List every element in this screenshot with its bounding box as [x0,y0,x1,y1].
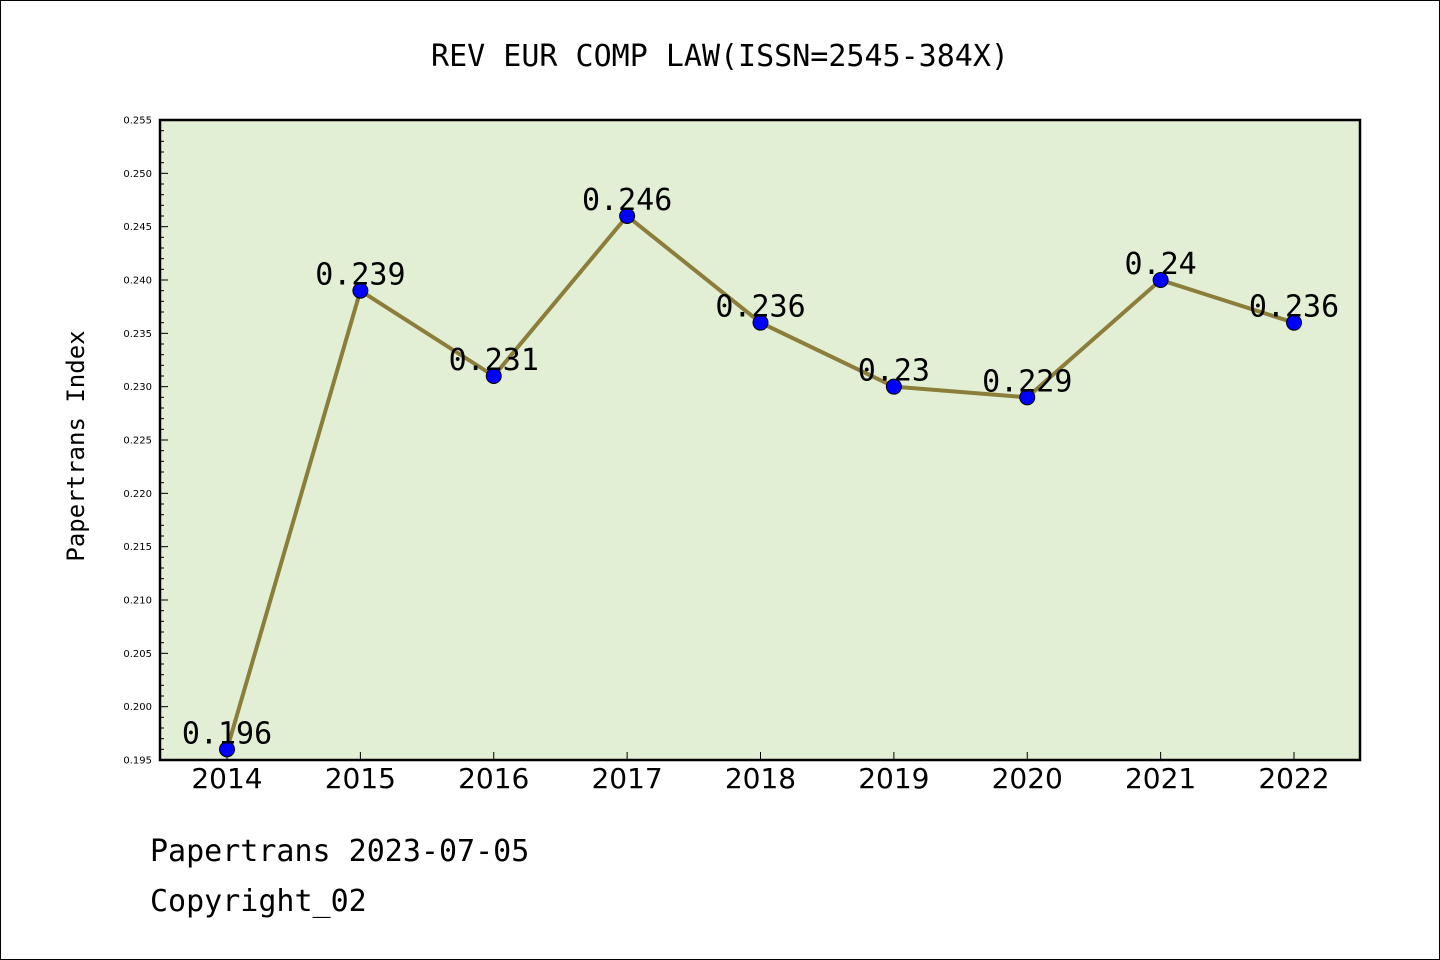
data-point-2021 [1152,272,1169,288]
x-tick-label-2014: 2014 [191,762,262,795]
x-tick-label-2017: 2017 [591,762,662,795]
x-tick-label-2019: 2019 [858,762,929,795]
y-tick-label: 0.230 [123,382,152,393]
data-label-2020: 0.229 [982,364,1072,399]
x-tick-label-2015: 2015 [325,762,396,795]
footer-date-line: Papertrans 2023-07-05 [150,834,530,869]
x-tick-label-2021: 2021 [1125,762,1196,795]
data-label-2015: 0.239 [315,258,405,293]
y-tick-label: 0.240 [123,276,152,287]
data-label-2017: 0.246 [582,183,672,218]
y-tick-label: 0.205 [123,649,152,660]
x-tick-label-2018: 2018 [725,762,796,795]
footer-copyright: Copyright_02 [150,884,367,919]
x-tick-label-2022: 2022 [1258,762,1329,795]
x-tick-label-2016: 2016 [458,762,529,795]
y-tick-label: 0.200 [123,702,152,713]
data-point-2014 [219,741,235,758]
data-label-2016: 0.231 [449,343,539,378]
data-label-2014: 0.196 [182,716,272,751]
data-label-2022: 0.236 [1249,290,1339,325]
series-papertrans-index [219,208,1302,758]
y-tick-label: 0.255 [123,116,152,127]
y-tick-label: 0.235 [123,329,152,340]
x-tick-label-2020: 2020 [992,762,1063,795]
plot-area [160,120,1360,760]
data-label-2019: 0.23 [858,354,930,389]
data-label-2021: 0.24 [1125,247,1197,282]
y-axis-label: Papertrans Index [62,330,90,561]
data-point-2020 [1019,389,1036,406]
y-tick-label: 0.250 [123,169,152,180]
data-point-2015 [352,282,369,299]
data-point-2018 [752,314,769,331]
data-point-2016 [485,368,502,384]
y-tick-label: 0.220 [123,489,152,500]
y-tick-label: 0.195 [123,756,152,767]
y-tick-label: 0.210 [123,596,152,607]
y-tick-label: 0.215 [123,542,152,553]
y-tick-label: 0.245 [123,222,152,233]
data-labels: 0.196 0.239 0.231 0.246 0.236 0.23 0.229 0.24 0.… [182,183,1339,751]
data-point-2022 [1286,314,1302,331]
data-label-2018: 0.236 [715,290,805,325]
data-point-2017 [619,208,636,224]
data-point-2019 [885,378,902,395]
y-tick-label: 0.225 [123,436,152,447]
chart-title: REV EUR COMP LAW(ISSN=2545-384X) [431,39,1009,74]
plot-border [158,118,1362,762]
x-axis-ticks: 2014 2015 2016 2017 2018 2019 2020 2021 2022 [191,752,1330,795]
